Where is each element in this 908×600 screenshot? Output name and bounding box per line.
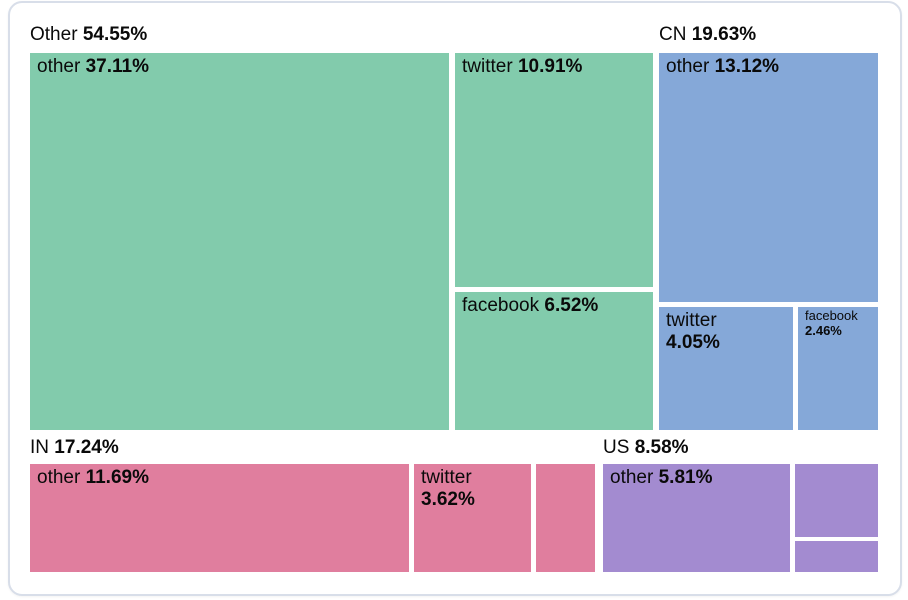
cell-name: other: [37, 56, 81, 77]
cell-value: 10.91%: [517, 56, 583, 77]
treemap-cell-cn-other[interactable]: other 13.12%: [659, 53, 878, 302]
group-value: 54.55%: [82, 24, 148, 45]
cell-name: twitter: [666, 310, 717, 331]
cell-name: other: [666, 56, 710, 77]
cell-value: 11.69%: [85, 467, 149, 488]
group-label-other: Other 54.55%: [30, 24, 147, 46]
group-label-us: US 8.58%: [603, 437, 689, 459]
group-name: Other: [30, 24, 78, 45]
cell-value: 4.05%: [666, 332, 720, 354]
group-value: 8.58%: [634, 437, 689, 458]
group-value: 17.24%: [54, 437, 119, 458]
cell-name: twitter: [421, 467, 472, 488]
treemap-cell-other-twitter[interactable]: twitter 10.91%: [455, 53, 653, 287]
treemap-cell-us-cell2[interactable]: [795, 541, 878, 572]
cell-name: twitter: [462, 56, 513, 77]
treemap-cell-us-cell1[interactable]: [795, 464, 878, 537]
treemap-cell-cn-facebook[interactable]: facebook 2.46%: [798, 307, 878, 430]
group-value: 19.63%: [691, 24, 757, 45]
treemap-cell-cn-twitter[interactable]: twitter 4.05%: [659, 307, 793, 430]
cell-name: facebook: [462, 295, 540, 316]
cell-name: other: [610, 467, 654, 488]
treemap-cell-other-other[interactable]: other 37.11%: [30, 53, 449, 430]
treemap-cell-other-facebook[interactable]: facebook 6.52%: [455, 292, 653, 430]
cell-value: 5.81%: [658, 467, 713, 488]
treemap-cell-in-twitter[interactable]: twitter 3.62%: [414, 464, 531, 572]
cell-value: 6.52%: [544, 295, 599, 316]
group-name: IN: [30, 437, 49, 458]
treemap-cell-in-cell2[interactable]: [536, 464, 595, 572]
treemap-cell-in-other[interactable]: other 11.69%: [30, 464, 409, 572]
group-name: CN: [659, 24, 687, 45]
cell-name: other: [37, 467, 81, 488]
cell-value: 3.62%: [421, 489, 475, 511]
group-label-in: IN 17.24%: [30, 437, 119, 459]
cell-value: 2.46%: [805, 322, 842, 338]
cell-value: 37.11%: [85, 56, 149, 77]
group-label-cn: CN 19.63%: [659, 24, 756, 46]
cell-name: facebook: [805, 308, 858, 323]
group-name: US: [603, 437, 630, 458]
treemap-cell-us-other[interactable]: other 5.81%: [603, 464, 790, 572]
cell-value: 13.12%: [714, 56, 780, 77]
